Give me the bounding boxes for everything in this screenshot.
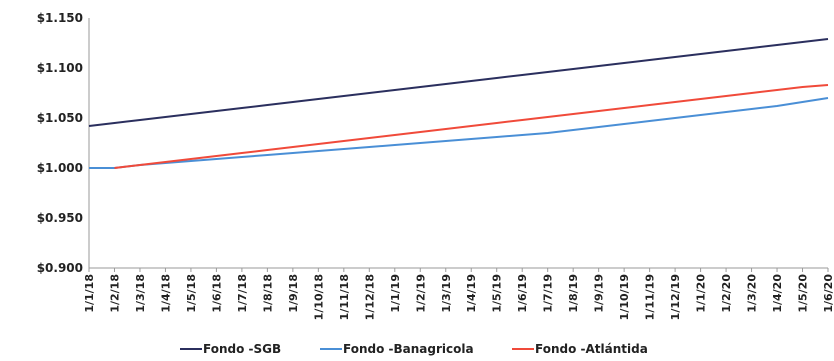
y-tick-label: $1.050 (37, 111, 83, 125)
series-line-1 (88, 38, 829, 127)
x-tick-label: 1/12/19 (669, 274, 682, 320)
x-tick-label: 1/2/18 (108, 274, 121, 313)
x-tick-label: 1/3/18 (134, 274, 147, 313)
x-tick-label: 1/6/19 (516, 274, 529, 313)
series-line-2 (89, 97, 829, 169)
x-tick-label: 1/1/19 (389, 274, 402, 313)
x-tick-label: 1/2/19 (414, 274, 427, 313)
y-tick-label: $0.950 (37, 211, 83, 225)
x-tick-label: 1/4/19 (465, 274, 478, 313)
x-tick-label: 1/5/20 (797, 274, 810, 313)
x-tick-label: 1/3/19 (440, 274, 453, 313)
y-tick-label: $1.150 (37, 11, 83, 25)
x-tick-label: 1/2/20 (720, 274, 733, 313)
legend-label-2: Fondo -Banagricola (343, 342, 474, 356)
x-tick-label: 1/7/18 (236, 274, 249, 313)
x-tick-label: 1/1/18 (83, 274, 96, 313)
x-tick-label: 1/10/19 (618, 274, 631, 320)
legend-label-3: Fondo -Atlántida (535, 342, 648, 356)
legend: Fondo -SGB Fondo -Banagricola Fondo -Atlán… (180, 342, 648, 356)
x-tick-label: 1/11/18 (338, 274, 351, 320)
x-tick-label: 1/10/18 (312, 274, 325, 320)
x-tick-label: 1/8/18 (261, 274, 274, 313)
x-axis: 1/1/18 1/2/18 1/3/18 1/4/18 1/5/18 1/6/18 1/7/… (83, 267, 834, 320)
series-lines (88, 38, 829, 169)
x-tick-label: 1/1/20 (695, 274, 708, 313)
x-tick-label: 1/4/20 (771, 274, 784, 313)
x-tick-label: 1/11/19 (644, 274, 657, 320)
x-tick-label: 1/6/18 (210, 274, 223, 313)
x-tick-label: 1/5/18 (185, 274, 198, 313)
x-tick-label: 1/8/19 (567, 274, 580, 313)
y-tick-label: $1.100 (37, 61, 83, 75)
x-tick-label: 1/7/19 (542, 274, 555, 313)
x-tick-label: 1/4/18 (159, 274, 172, 313)
x-tick-label: 1/9/18 (287, 274, 300, 313)
legend-label-1: Fondo -SGB (203, 342, 281, 356)
x-tick-label: 1/12/18 (363, 274, 376, 320)
y-tick-label: $1.000 (37, 161, 83, 175)
x-tick-label: 1/5/19 (491, 274, 504, 313)
y-axis: $0.900 $0.950 $1.000 $1.050 $1.100 $1.150 (37, 11, 90, 275)
series-line-3 (114, 84, 829, 169)
x-tick-label: 1/6/20 (822, 274, 834, 313)
x-tick-label: 1/3/20 (746, 274, 759, 313)
x-tick-label: 1/9/19 (593, 274, 606, 313)
y-tick-label: $0.900 (37, 261, 83, 275)
